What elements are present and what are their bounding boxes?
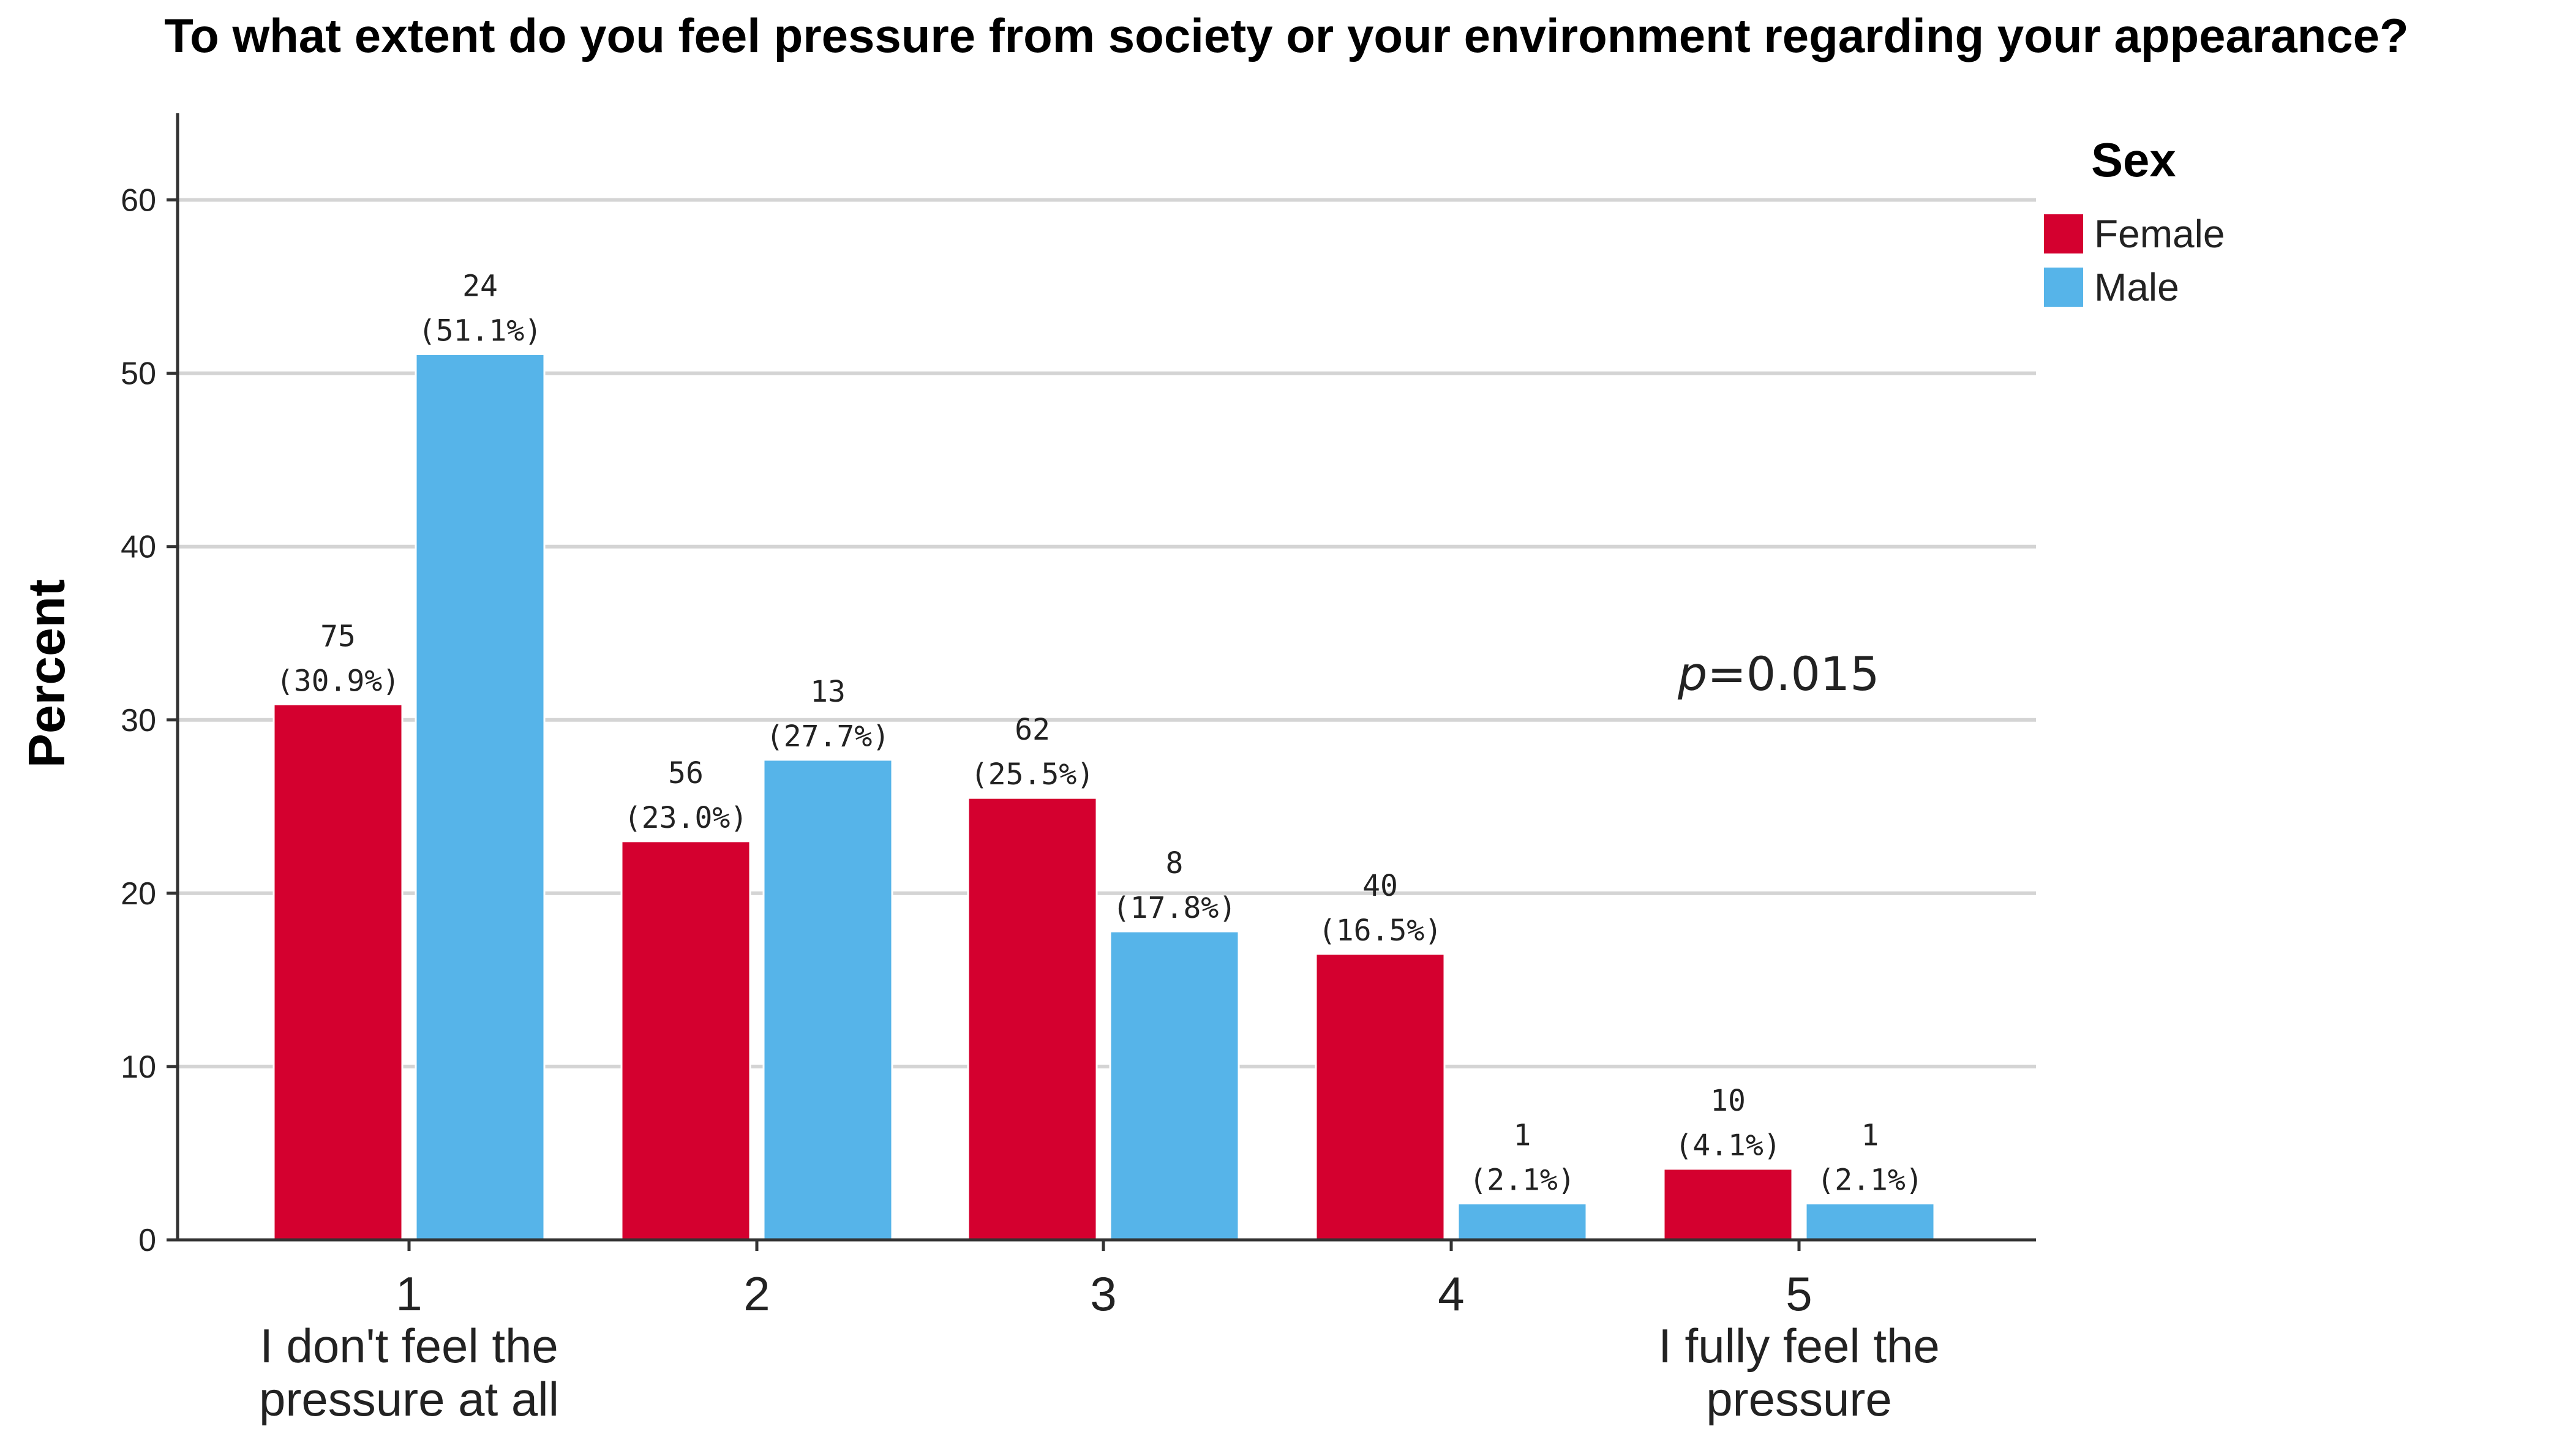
data-label-count: 40 [1362, 869, 1398, 903]
data-label-percent: (27.7%) [766, 719, 890, 754]
x-tick-sublabel: I don't feel the [260, 1319, 558, 1373]
data-label-count: 13 [810, 675, 846, 709]
y-axis-ticks: 0 10 20 30 40 50 60 [121, 183, 178, 1258]
x-tick-sublabel: pressure [1706, 1372, 1891, 1426]
x-tick-label: 5 [1786, 1267, 1812, 1321]
bar-female-1 [272, 703, 404, 1241]
legend-label-male: Male [2094, 265, 2179, 309]
data-label-percent: (17.8%) [1113, 891, 1236, 925]
data-label-percent: (4.1%) [1675, 1128, 1781, 1163]
y-tick-label: 10 [121, 1049, 156, 1085]
p-value-annotation: p=0.015 [1677, 647, 1880, 701]
legend-label-female: Female [2094, 212, 2225, 256]
data-label-percent: (51.1%) [418, 313, 542, 348]
data-label-percent: (30.9%) [276, 664, 400, 698]
legend-title: Sex [2091, 133, 2176, 187]
data-label-count: 56 [668, 756, 704, 790]
bar-female-2 [620, 840, 751, 1241]
data-label-count: 75 [320, 619, 356, 653]
y-tick-label: 40 [121, 530, 156, 565]
x-tick-label: 4 [1438, 1267, 1464, 1321]
bars [272, 353, 1936, 1241]
data-label-percent: (23.0%) [624, 801, 748, 835]
y-tick-label: 60 [121, 183, 156, 219]
axes [176, 113, 2036, 1242]
legend: Sex Female Male [2044, 133, 2225, 309]
data-labels: 75 (30.9%) 56 (23.0%) 62 (25.5%) 40 (16.5%) 10 (4… [276, 269, 1923, 1197]
legend-swatch-female [2044, 214, 2083, 253]
p-symbol: p [1677, 647, 1707, 701]
data-label-percent: (25.5%) [971, 757, 1094, 792]
chart-title: To what extent do you feel pressure from… [164, 9, 2408, 62]
data-label-percent: (16.5%) [1318, 914, 1442, 948]
bar-female-4 [1315, 953, 1446, 1241]
y-axis-label: Percent [18, 579, 75, 768]
legend-swatch-male [2044, 268, 2083, 307]
data-label-count: 10 [1710, 1084, 1746, 1118]
data-label-count: 8 [1166, 846, 1184, 880]
bar-male-5 [1805, 1203, 1936, 1241]
x-tick-sublabel: I fully feel the [1658, 1319, 1940, 1373]
x-tick-label: 2 [743, 1267, 770, 1321]
p-value: =0.015 [1707, 647, 1879, 701]
y-tick-label: 0 [138, 1223, 156, 1258]
bar-male-1 [415, 353, 546, 1241]
bar-female-3 [967, 797, 1098, 1241]
y-tick-label: 30 [121, 703, 156, 738]
y-tick-label: 20 [121, 876, 156, 912]
data-label-count: 24 [462, 269, 498, 303]
y-tick-label: 50 [121, 356, 156, 392]
x-tick-sublabel: pressure at all [259, 1372, 559, 1426]
data-label-percent: (2.1%) [1469, 1163, 1575, 1198]
bar-male-4 [1457, 1203, 1588, 1241]
bar-female-5 [1662, 1168, 1794, 1241]
data-label-count: 62 [1015, 713, 1050, 747]
data-label-percent: (2.1%) [1817, 1163, 1923, 1198]
data-label-count: 1 [1514, 1119, 1531, 1153]
x-tick-label: 1 [396, 1267, 422, 1321]
bar-male-2 [762, 759, 893, 1241]
bar-male-3 [1109, 930, 1240, 1241]
x-tick-label: 3 [1090, 1267, 1116, 1321]
data-label-count: 1 [1861, 1119, 1879, 1153]
